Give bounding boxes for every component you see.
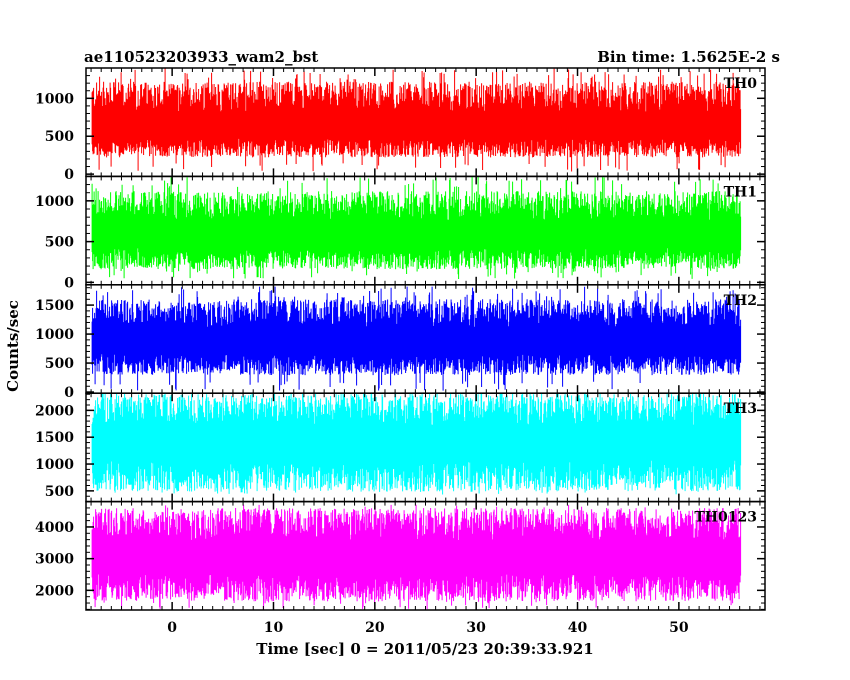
x-tick-label: 20 — [365, 620, 385, 636]
series-th3-line — [91, 393, 742, 495]
y-tick-label: 0 — [64, 385, 74, 401]
panel-label-th0123: TH0123 — [694, 510, 757, 526]
y-tick-label: 0 — [64, 167, 74, 183]
series-th0123-line — [91, 504, 742, 610]
series-th2-line — [91, 286, 742, 391]
panel-th0: 0 500 1000 TH0 — [35, 67, 766, 183]
y-tick-label: 1000 — [35, 194, 74, 210]
x-tick-label: 0 — [167, 620, 177, 636]
panel-label-th2: TH2 — [724, 293, 757, 309]
y-tick-label: 1000 — [35, 91, 74, 107]
y-tick-label: 2000 — [35, 403, 74, 419]
y-tick-label: 4000 — [35, 520, 74, 536]
chart-title: ae110523203933_wam2_bst — [84, 48, 318, 66]
y-tick-label: 500 — [45, 129, 74, 145]
panel-th0123: 2000 3000 4000 TH0123 — [35, 500, 766, 611]
x-tick-label: 40 — [568, 620, 588, 636]
panel-label-th3: TH3 — [724, 401, 757, 417]
x-tick-label: 50 — [669, 620, 689, 636]
y-tick-label: 1000 — [35, 327, 74, 343]
y-tick-label: 500 — [45, 356, 74, 372]
panel-label-th0: TH0 — [724, 76, 758, 92]
y-tick-label: 2000 — [35, 583, 74, 599]
y-tick-label: 0 — [64, 275, 74, 291]
y-tick-label: 1500 — [35, 298, 74, 314]
panel-label-th1: TH1 — [724, 184, 757, 200]
panels: 0 500 1000 TH0 0 500 1000 TH1 0 500 1000 1500 TH2 500… — [35, 67, 766, 611]
x-tick-label: 10 — [264, 620, 284, 636]
y-tick-label: 3000 — [35, 552, 74, 568]
x-tick-label: 30 — [466, 620, 486, 636]
y-tick-label: 500 — [45, 235, 74, 251]
y-tick-label: 500 — [45, 484, 74, 500]
y-tick-label: 1000 — [35, 457, 74, 473]
y-axis-label: Counts/sec — [4, 300, 22, 392]
panel-th1: 0 500 1000 TH1 — [35, 175, 766, 291]
x-axis-ticks: 0 10 20 30 40 50 — [167, 620, 689, 636]
panel-th3: 500 1000 1500 2000 TH3 — [35, 392, 766, 503]
panel-th2: 0 500 1000 1500 TH2 — [35, 284, 766, 401]
series-th0-line — [91, 68, 742, 172]
x-axis-label: Time [sec] 0 = 2011/05/23 20:39:33.921 — [256, 640, 593, 658]
y-tick-label: 1500 — [35, 430, 74, 446]
bin-time-label: Bin time: 1.5625E-2 s — [597, 48, 780, 66]
series-th1-line — [91, 176, 742, 279]
